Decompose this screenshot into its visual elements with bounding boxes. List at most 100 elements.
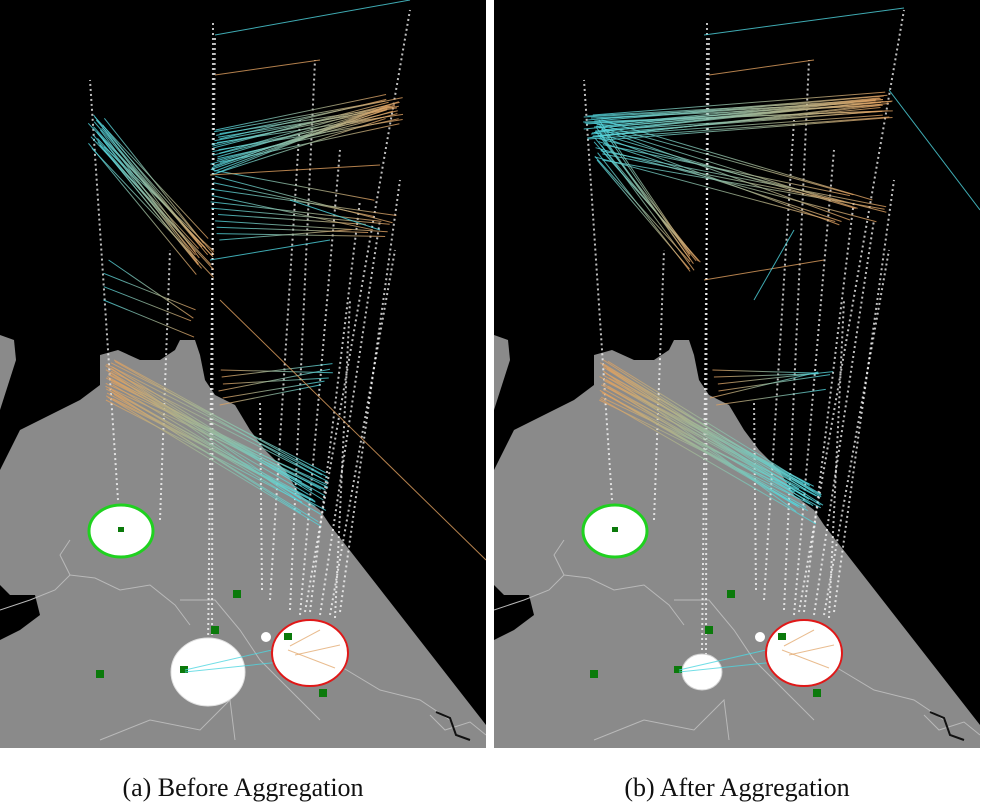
od-link [604, 380, 804, 484]
time-pillar [289, 59, 316, 611]
od-link [603, 116, 893, 141]
od-link [601, 384, 817, 497]
od-link [103, 272, 196, 311]
od-link [592, 91, 886, 116]
od-link [93, 121, 209, 256]
od-link [91, 147, 215, 278]
land-area [494, 340, 980, 748]
poi-marker [813, 689, 821, 697]
od-link [222, 380, 325, 399]
od-link [594, 122, 854, 196]
od-link [219, 384, 321, 406]
od-link [596, 97, 880, 126]
time-pillar [813, 219, 875, 616]
od-link [110, 362, 326, 474]
od-link [599, 134, 691, 260]
od-link [212, 110, 398, 156]
small-region [755, 632, 765, 642]
island-shape [494, 335, 510, 410]
od-link [216, 233, 386, 237]
od-link [221, 363, 333, 378]
destination-marker [778, 633, 786, 640]
od-link [594, 95, 884, 122]
od-link [888, 89, 980, 211]
time-pillar [211, 19, 214, 661]
district-boundary [494, 574, 685, 626]
origin-marker [180, 666, 188, 673]
od-link [211, 194, 373, 231]
od-link [591, 110, 888, 135]
od-link [216, 226, 369, 233]
trajectory-view-before [0, 0, 486, 748]
coast-detail [929, 711, 965, 741]
od-link [703, 259, 825, 281]
destination-marker [284, 633, 292, 640]
od-link [109, 374, 322, 490]
district-boundary [429, 714, 486, 736]
od-link [210, 188, 397, 217]
od-link [214, 105, 391, 172]
panel-before-aggregation [0, 0, 486, 748]
od-link [717, 371, 834, 385]
time-pillar [304, 9, 411, 613]
time-pillar [653, 249, 665, 521]
od-link [209, 239, 331, 261]
od-link [108, 259, 194, 319]
od-link [110, 381, 325, 490]
od-link [95, 119, 215, 255]
od-link [595, 147, 877, 223]
time-pillar [763, 119, 795, 601]
od-link [783, 629, 815, 647]
od-link [212, 169, 375, 201]
od-link [213, 101, 389, 149]
time-pillar [329, 249, 396, 616]
od-link [216, 104, 388, 174]
od-link [607, 360, 811, 487]
od-link [105, 382, 328, 486]
od-link [600, 150, 887, 208]
od-link [215, 175, 393, 224]
time-pillar [803, 199, 855, 613]
od-link [608, 377, 814, 487]
district-boundary [923, 714, 980, 736]
island-shape [0, 335, 16, 410]
od-link [593, 98, 881, 128]
od-link [210, 118, 386, 176]
od-link [219, 98, 387, 140]
od-link [215, 220, 388, 233]
od-link [112, 398, 316, 502]
od-link [214, 0, 411, 36]
od-link [103, 149, 199, 266]
od-link [103, 286, 192, 322]
od-link [213, 182, 375, 217]
od-link [210, 201, 382, 222]
od-link [113, 394, 319, 523]
od-link [219, 229, 352, 241]
od-link [604, 371, 814, 492]
od-link [601, 396, 806, 494]
od-link [214, 59, 321, 76]
small-region [261, 632, 271, 642]
land-area [0, 340, 486, 748]
od-link [608, 381, 810, 485]
od-link [105, 395, 321, 527]
od-link [713, 373, 819, 378]
od-link [211, 207, 390, 225]
od-link [599, 399, 811, 505]
time-pillar [753, 399, 757, 591]
district-boundary [823, 659, 945, 721]
od-link [218, 368, 331, 392]
od-link [781, 649, 830, 669]
district-boundary [593, 698, 730, 741]
od-link [678, 649, 767, 671]
od-link [219, 299, 486, 561]
time-pillar [828, 299, 845, 619]
time-pillar [798, 9, 905, 613]
panel-after-aggregation [494, 0, 980, 748]
trajectory-view-after [494, 0, 980, 748]
caption-after: (b) After Aggregation [624, 773, 850, 802]
poi-marker [705, 626, 713, 634]
od-link [602, 388, 822, 509]
od-link [96, 131, 206, 249]
poi-marker [211, 626, 219, 634]
